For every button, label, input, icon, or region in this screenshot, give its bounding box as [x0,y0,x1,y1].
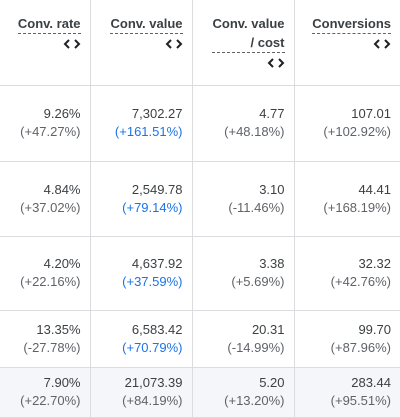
metric-change: (-27.78%) [23,339,81,355]
sort-icon[interactable] [267,57,285,69]
data-cell: 5.20 (+13.20%) [191,366,295,418]
metric-value: 6,583.42 [131,321,183,337]
metric-change: (+22.70%) [20,393,81,408]
data-cell: 2,549.78 (+79.14%) [89,160,193,237]
table-body: 9.26% (+47.27%) 7,302.27 (+161.51%) 4.77 (+48… [0,84,400,418]
metric-value: 4.77 [259,106,285,121]
metric-change: (+37.02%) [20,199,81,215]
header-line: Conv. value [110,16,183,31]
data-cell: 107.01 (+102.92%) [293,84,400,162]
metric-change: (+79.14%) [122,199,183,215]
metric-change: (+5.69%) [231,274,285,289]
data-cell: 4.20% (+22.16%) [0,235,91,311]
metric-value: 44.41 [358,181,391,197]
header-label[interactable]: Conv. value [110,14,183,34]
metric-change: (-14.99%) [227,339,285,355]
metric-change: (+70.79%) [122,339,183,355]
metric-change: (+48.18%) [224,124,285,139]
metric-value: 99.70 [358,321,391,337]
data-cell: 9.26% (+47.27%) [0,84,91,162]
data-cell: 7.90% (+22.70%) [0,366,91,418]
metric-value: 283.44 [351,375,391,390]
header-line: Conv. rate [17,16,81,31]
metric-change: (+102.92%) [323,124,391,139]
metric-value: 20.31 [251,321,285,337]
column-header[interactable]: Conv. value / cost [191,0,295,86]
metric-change: (+87.96%) [330,339,391,355]
data-cell: 6,583.42 (+70.79%) [89,309,193,368]
data-cell: 283.44 (+95.51%) [293,366,400,418]
metric-value: 3.38 [259,256,285,271]
data-cell: 44.41 (+168.19%) [293,160,400,237]
data-cell: 20.31 (-14.99%) [191,309,295,368]
metric-change: (+37.59%) [122,274,183,289]
header-line: Conversions [312,16,391,31]
metric-value: 9.26% [43,106,81,121]
column-header[interactable]: Conversions [293,0,400,86]
data-row: 13.35% (-27.78%) 6,583.42 (+70.79%) 20.31 (-1… [0,309,400,368]
data-cell: 32.32 (+42.76%) [293,235,400,311]
data-cell: 3.38 (+5.69%) [191,235,295,311]
metric-value: 4.84% [43,181,81,197]
data-row: 9.26% (+47.27%) 7,302.27 (+161.51%) 4.77 (+48… [0,84,400,162]
metric-value: 21,073.39 [124,375,183,390]
sort-icon[interactable] [63,38,81,50]
data-cell: 4,637.92 (+37.59%) [89,235,193,311]
data-cell: 99.70 (+87.96%) [293,309,400,368]
data-cell: 4.77 (+48.18%) [191,84,295,162]
metric-value: 4.20% [43,256,81,271]
header-line: Conv. value [212,16,285,31]
sort-icon[interactable] [165,38,183,50]
metric-change: (+84.19%) [122,393,183,408]
data-cell: 3.10 (-11.46%) [191,160,295,237]
sort-icon[interactable] [373,38,391,50]
header-label[interactable]: Conv. value / cost [212,14,285,53]
metric-value: 4,637.92 [131,256,183,271]
metric-value: 2,549.78 [131,181,183,197]
metric-value: 32.32 [358,256,391,271]
header-label[interactable]: Conv. rate [17,14,81,34]
metric-change: (+168.19%) [323,199,391,215]
data-row: 4.84% (+37.02%) 2,549.78 (+79.14%) 3.10 (-11.… [0,160,400,237]
metric-value: 13.35% [36,321,81,337]
data-cell: 13.35% (-27.78%) [0,309,91,368]
metric-value: 5.20 [259,375,285,390]
column-header[interactable]: Conv. rate [0,0,91,86]
metric-change: (+161.51%) [114,124,183,139]
metric-value: 7,302.27 [131,106,183,121]
data-row: 4.20% (+22.16%) 4,637.92 (+37.59%) 3.38 (+5.6… [0,235,400,311]
metric-value: 3.10 [259,181,285,197]
header-row: Conv. rate Conv. value Conv. value / cost Co… [0,0,400,86]
data-cell: 7,302.27 (+161.51%) [89,84,193,162]
metric-value: 7.90% [43,375,81,390]
header-label[interactable]: Conversions [312,14,391,34]
metric-change: (-11.46%) [228,199,285,215]
metric-change: (+95.51%) [330,393,391,408]
metric-change: (+47.27%) [20,124,81,139]
header-line: / cost [250,35,285,50]
metric-change: (+42.76%) [330,274,391,289]
data-cell: 4.84% (+37.02%) [0,160,91,237]
metric-change: (+22.16%) [20,274,81,289]
data-cell: 21,073.39 (+84.19%) [89,366,193,418]
data-row: 7.90% (+22.70%) 21,073.39 (+84.19%) 5.20 (+13… [0,366,400,418]
metric-change: (+13.20%) [224,393,285,408]
metric-value: 107.01 [351,106,391,121]
column-header[interactable]: Conv. value [89,0,193,86]
